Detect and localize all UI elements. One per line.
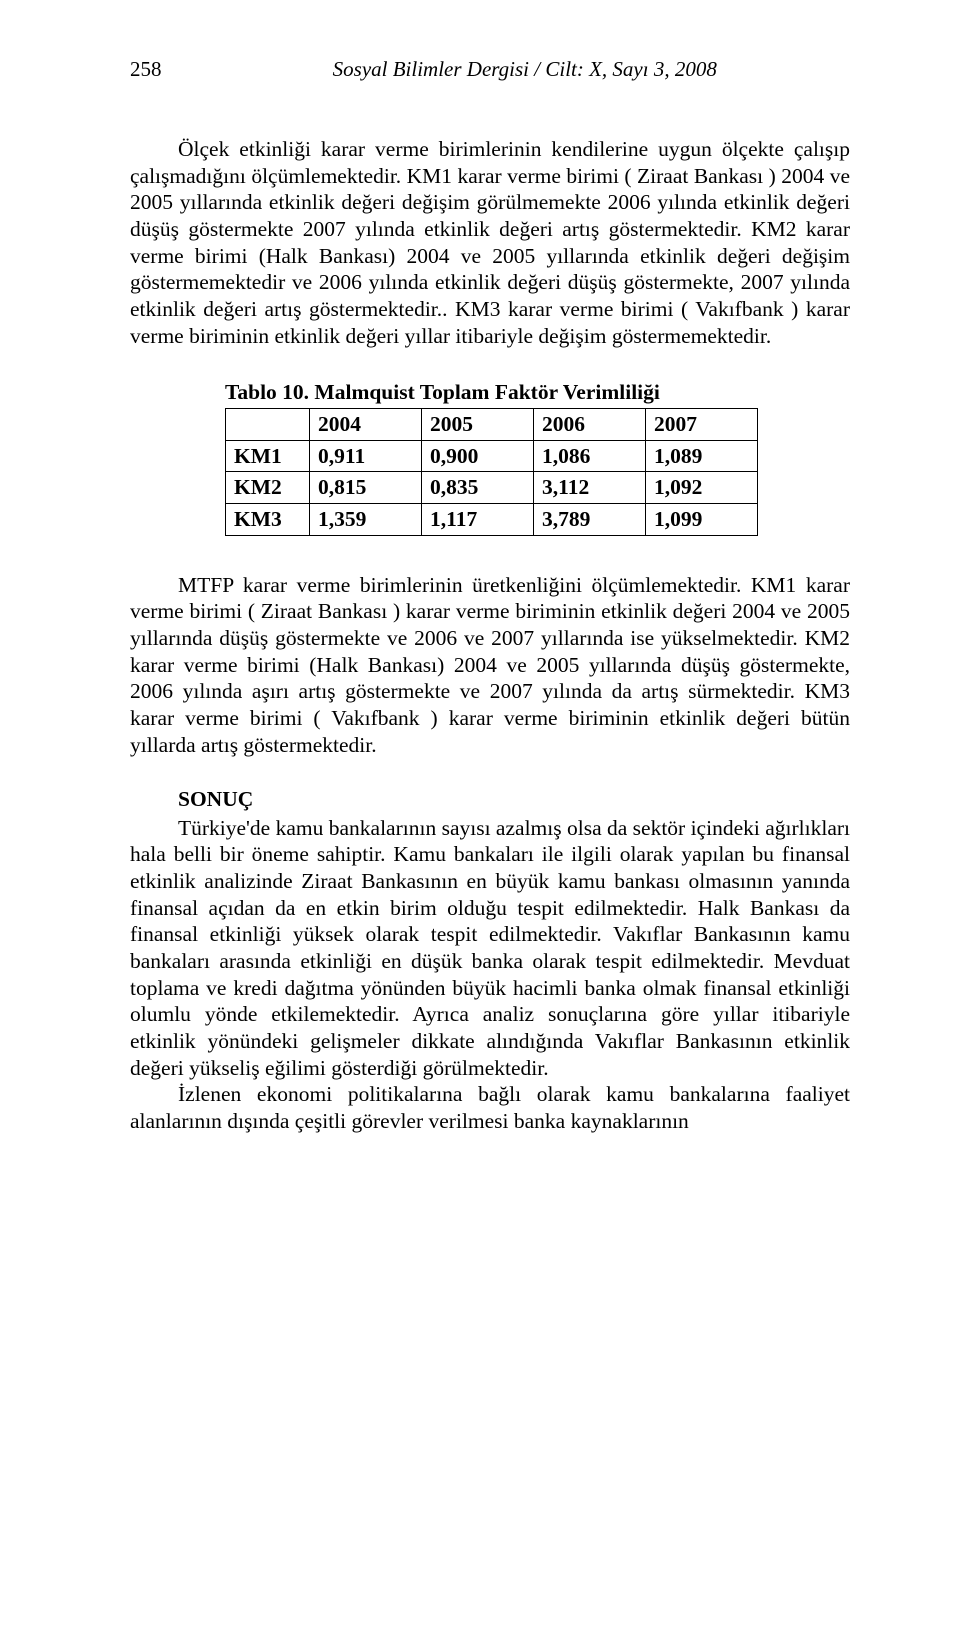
table-row: KM2 0,815 0,835 3,112 1,092 [226, 472, 758, 504]
col-blank [226, 408, 310, 440]
page-number: 258 [130, 56, 162, 82]
cell: 0,911 [310, 440, 422, 472]
cell: 1,117 [422, 503, 534, 535]
cell: 1,099 [646, 503, 758, 535]
cell: 1,086 [534, 440, 646, 472]
cell: KM3 [226, 503, 310, 535]
table-10: Tablo 10. Malmquist Toplam Faktör Veriml… [130, 379, 850, 535]
cell: 3,789 [534, 503, 646, 535]
journal-title: Sosyal Bilimler Dergisi / Cilt: X, Sayı … [200, 56, 851, 82]
paragraph-4: İzlenen ekonomi politikalarına bağlı ola… [130, 1081, 850, 1134]
table-row: KM3 1,359 1,117 3,789 1,099 [226, 503, 758, 535]
col-2007: 2007 [646, 408, 758, 440]
table-header-row: 2004 2005 2006 2007 [226, 408, 758, 440]
running-header: 258 Sosyal Bilimler Dergisi / Cilt: X, S… [130, 56, 850, 82]
malmquist-table: 2004 2005 2006 2007 KM1 0,911 0,900 1,08… [225, 408, 758, 536]
table-title: Tablo 10. Malmquist Toplam Faktör Veriml… [225, 379, 850, 406]
col-2005: 2005 [422, 408, 534, 440]
cell: 1,089 [646, 440, 758, 472]
table-row: KM1 0,911 0,900 1,086 1,089 [226, 440, 758, 472]
cell: 1,092 [646, 472, 758, 504]
col-2004: 2004 [310, 408, 422, 440]
col-2006: 2006 [534, 408, 646, 440]
cell: 3,112 [534, 472, 646, 504]
paragraph-2: MTFP karar verme birimlerinin üretkenliğ… [130, 572, 850, 759]
cell: KM2 [226, 472, 310, 504]
spacer [130, 758, 850, 786]
section-heading-sonuc: SONUÇ [178, 786, 850, 813]
cell: 1,359 [310, 503, 422, 535]
cell: 0,815 [310, 472, 422, 504]
cell: KM1 [226, 440, 310, 472]
paragraph-1: Ölçek etkinliği karar verme birimlerinin… [130, 136, 850, 349]
cell: 0,900 [422, 440, 534, 472]
cell: 0,835 [422, 472, 534, 504]
paragraph-3: Türkiye'de kamu bankalarının sayısı azal… [130, 815, 850, 1082]
